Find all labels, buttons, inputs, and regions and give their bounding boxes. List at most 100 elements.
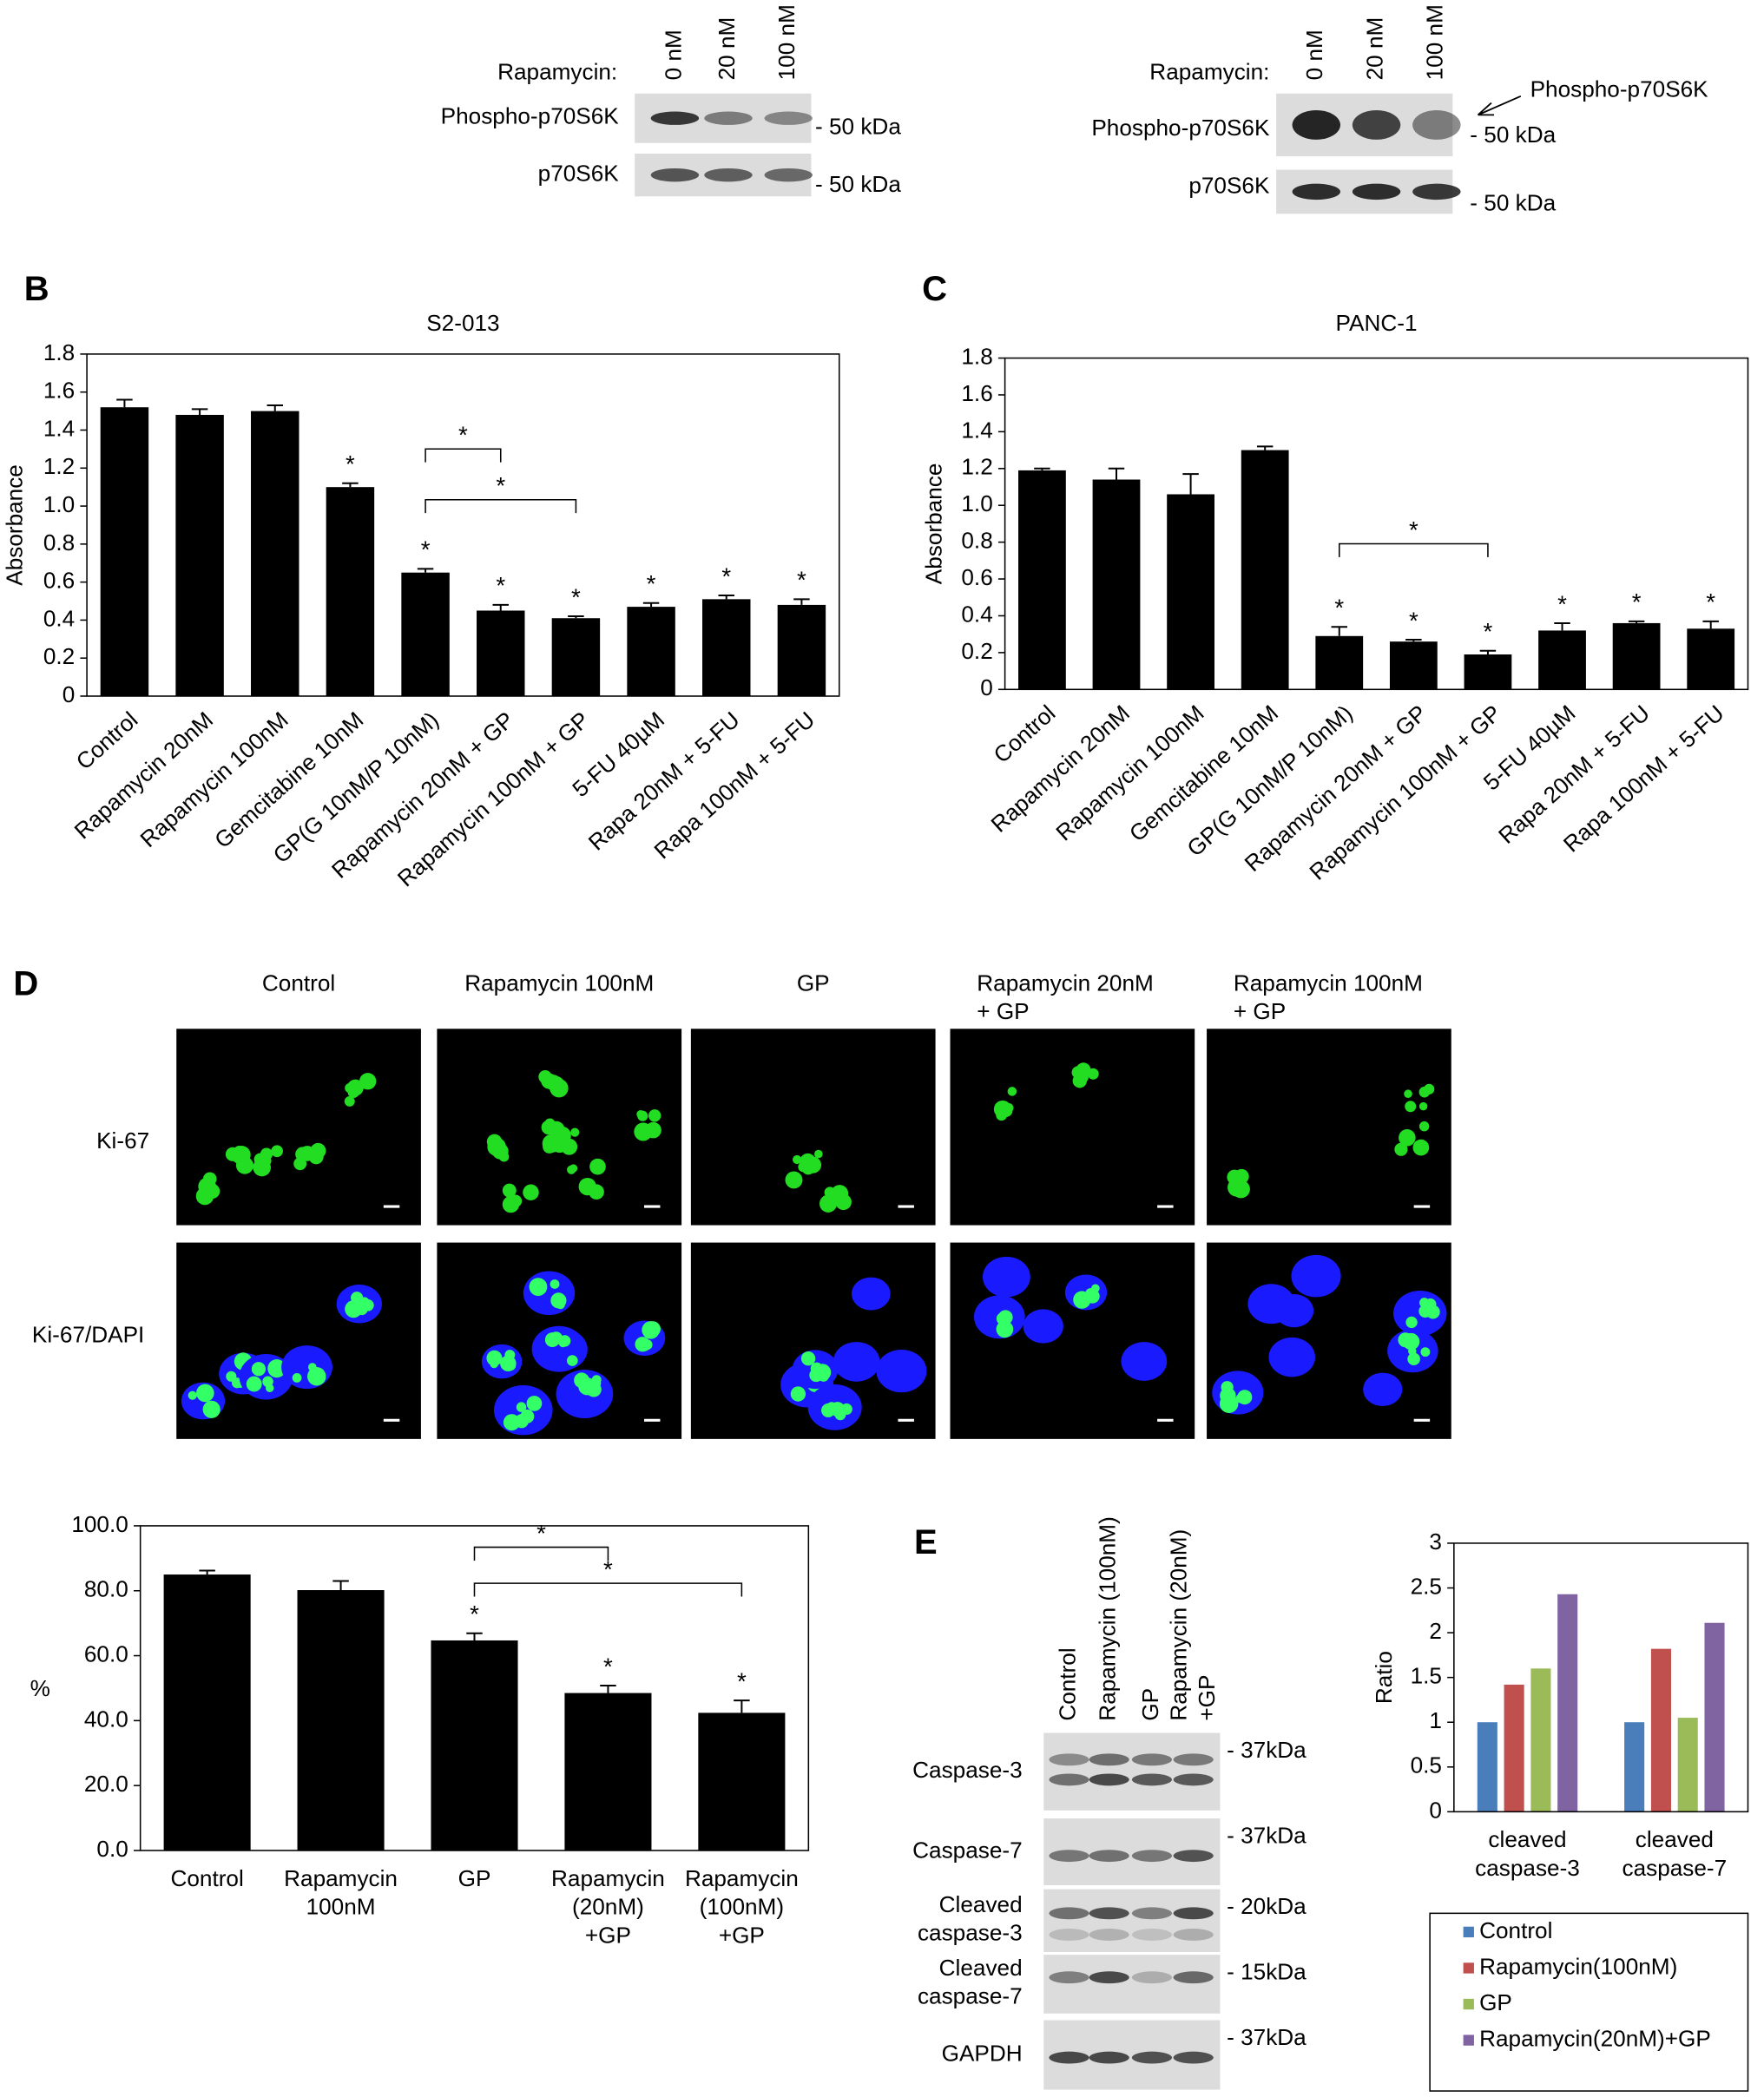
bar [163, 1574, 251, 1850]
band [1131, 1773, 1173, 1786]
band [1049, 1929, 1089, 1941]
arrow [1477, 95, 1522, 116]
ki67-spot [502, 1183, 517, 1198]
lane-label: 100 nM [773, 4, 800, 80]
bar [702, 599, 751, 696]
significance-star: * [571, 583, 581, 610]
ki67-spot [202, 1172, 217, 1187]
significance-star: * [346, 450, 355, 477]
bar [698, 1712, 786, 1850]
bar [175, 414, 224, 696]
y-axis-label: % [30, 1675, 50, 1701]
nucleus [1268, 1337, 1315, 1377]
ki67-spot [500, 1355, 517, 1372]
band [704, 111, 753, 125]
x-tick-label: GP [458, 1865, 491, 1891]
row-label: p70S6K [1188, 172, 1270, 198]
significance-star: * [737, 1667, 747, 1694]
legend-swatch [1463, 1962, 1474, 1974]
error-bar [1628, 620, 1645, 623]
significance-star: * [603, 1556, 613, 1583]
ki67-spot [544, 1332, 560, 1348]
y-tick-label: 1.2 [961, 454, 992, 480]
error-bar [466, 1632, 483, 1640]
column-title: Rapamycin 20nM + GP [977, 970, 1154, 1024]
band [1131, 1753, 1173, 1766]
ki67-spot [246, 1376, 262, 1392]
lanes-label: Rapamycin: [497, 59, 617, 85]
bar [1389, 641, 1438, 690]
legend-label: Control [1479, 1917, 1552, 1943]
error-bar [1405, 639, 1422, 642]
band [1131, 1907, 1173, 1920]
significance-star: * [1706, 588, 1715, 615]
ki67-spot [1419, 1298, 1430, 1308]
panel-label: C [922, 270, 947, 308]
y-tick-label: 80.0 [84, 1576, 128, 1602]
ki67-spot [1418, 1121, 1430, 1132]
bar [564, 1693, 652, 1850]
ki67-spot [1394, 1142, 1408, 1156]
nucleus [1363, 1372, 1403, 1407]
x-tick-label: Rapamycin (20nM) +GP [551, 1865, 665, 1948]
significance-star: * [1557, 590, 1567, 617]
blot-strip [1043, 1889, 1221, 1952]
blot-strip [1043, 1732, 1221, 1811]
row-label: Cleaved caspase-7 [918, 1955, 1023, 2009]
nucleus [833, 1342, 880, 1382]
ki67-spot [800, 1351, 816, 1366]
y-tick-label: 100.0 [71, 1511, 128, 1537]
band [1173, 1907, 1214, 1920]
row-label: GAPDH [942, 2040, 1023, 2066]
column-title: GP [797, 970, 830, 996]
bracket [425, 498, 577, 514]
y-tick-label: 2 [1429, 1618, 1442, 1644]
band [764, 168, 813, 182]
band [1089, 1971, 1129, 1984]
bar [1612, 622, 1661, 690]
nucleus [1023, 1309, 1063, 1344]
chart-title: S2-013 [426, 310, 499, 336]
bar [1704, 1622, 1725, 1812]
x-tick-label: cleaved caspase-7 [1622, 1826, 1727, 1881]
arrow-label: Phospho-p70S6K [1530, 76, 1709, 102]
bar [551, 618, 601, 696]
y-tick-label: 1.2 [43, 453, 75, 479]
ki67-spot [642, 1321, 660, 1339]
bar [1504, 1684, 1524, 1812]
bar [431, 1640, 518, 1850]
legend-box [1429, 1912, 1749, 2092]
error-bar [199, 1569, 215, 1575]
ki67-spot [312, 1367, 326, 1381]
ki67-spot [1418, 1086, 1431, 1098]
bar [100, 407, 149, 696]
ki67-spot [344, 1095, 355, 1107]
band [1049, 2051, 1089, 2064]
ki67-spot [1091, 1284, 1100, 1293]
ki67-spot [188, 1390, 197, 1400]
error-bar [1702, 620, 1719, 629]
marker-label: - 20kDa [1227, 1893, 1307, 1919]
significance-star: * [1484, 618, 1493, 645]
band [764, 111, 813, 125]
band [1173, 1929, 1214, 1941]
marker-label: - 50 kDa [1470, 122, 1556, 148]
panel-label: D [13, 965, 38, 1003]
significance-star: * [421, 536, 431, 563]
ki67-spot [830, 1402, 846, 1417]
ki67-spot [550, 1078, 569, 1098]
ki67-spot [206, 1401, 218, 1412]
ki67-spot [996, 1109, 1008, 1121]
lane-label: 0 nM [660, 30, 686, 80]
y-tick-label: 1.4 [961, 417, 992, 443]
bar [777, 604, 826, 696]
row-label: p70S6K [538, 161, 620, 187]
band [1089, 1850, 1129, 1863]
bar [1687, 628, 1735, 690]
ki67-spot [529, 1278, 548, 1297]
ki67-spot [1405, 1101, 1417, 1113]
band [1049, 1907, 1089, 1920]
y-tick-label: 0.4 [961, 601, 992, 627]
y-tick-label: 0 [63, 681, 76, 707]
band [1292, 109, 1340, 140]
